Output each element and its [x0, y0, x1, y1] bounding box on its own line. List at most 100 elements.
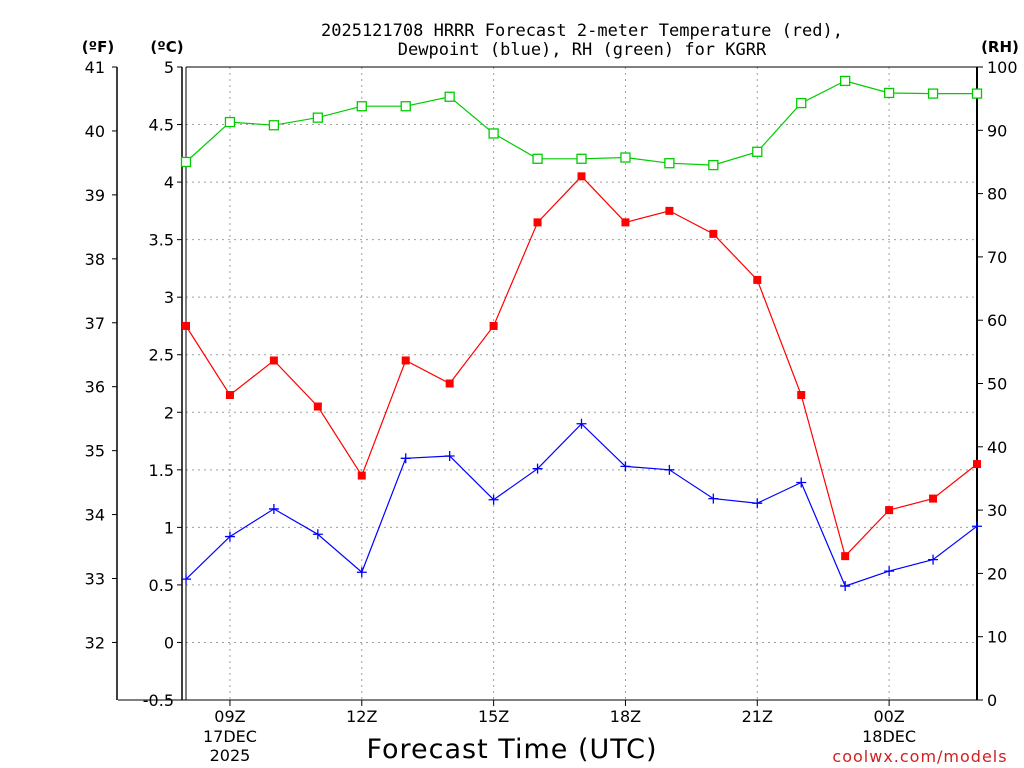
dewpoint-point — [708, 493, 719, 504]
temperature-point — [445, 379, 454, 388]
temperature-point — [269, 356, 278, 365]
rh-axis-ticks: 0 10 20 30 40 50 60 70 80 90 100 — [977, 58, 1018, 710]
axes — [116, 66, 978, 701]
celsius-tick-label: 0.5 — [149, 576, 174, 595]
rh-point — [883, 87, 895, 99]
dewpoint-point — [532, 463, 543, 474]
dewpoint-point — [400, 453, 411, 464]
rh-point — [356, 101, 367, 112]
temperature-point — [665, 206, 674, 215]
dewpoint-point — [620, 461, 631, 472]
fahrenheit-tick-label: 40 — [85, 122, 105, 141]
dewpoint-point — [181, 574, 191, 585]
temperature-point — [182, 321, 190, 330]
data-series — [180, 75, 983, 592]
rh-tick-label: 10 — [987, 628, 1007, 647]
dewpoint-line — [185, 422, 978, 587]
time-tick-date: 17DEC — [203, 727, 257, 746]
celsius-axis-ticks: -0.5 0 0.5 1 1.5 2 2.5 3 3.5 4 4.5 5 — [143, 58, 182, 710]
fahrenheit-unit-label: (ºF) — [82, 38, 114, 56]
temperature-point — [357, 471, 366, 480]
rh-tick-label: 20 — [987, 564, 1007, 583]
dewpoint-point — [796, 477, 807, 488]
time-tick-label: 15Z — [478, 707, 509, 726]
rh-line — [185, 80, 977, 166]
celsius-tick-label: 0 — [164, 633, 174, 652]
dewpoint-point — [928, 554, 939, 565]
rh-point — [444, 91, 455, 102]
temperature-point — [753, 275, 762, 284]
celsius-tick-label: 1 — [164, 518, 174, 537]
rh-tick-label: 40 — [987, 438, 1007, 457]
celsius-tick-label: 2 — [164, 403, 174, 422]
temperature-point — [489, 321, 498, 330]
temperature-point — [313, 402, 322, 411]
celsius-tick-label: 5 — [164, 58, 174, 77]
rh-point — [708, 159, 719, 171]
temperature-point — [577, 172, 586, 181]
rh-tick-label: 0 — [987, 691, 997, 710]
rh-point — [971, 88, 983, 99]
celsius-tick-label: -0.5 — [143, 691, 174, 710]
temperature-point — [929, 494, 938, 503]
fahrenheit-tick-label: 37 — [85, 314, 105, 333]
rh-point — [488, 128, 499, 139]
rh-tick-label: 90 — [987, 121, 1007, 140]
time-tick-label: 12Z — [346, 707, 377, 726]
dewpoint-point — [444, 451, 455, 462]
dewpoint-point — [972, 521, 982, 532]
rh-point — [576, 153, 587, 164]
time-tick-label: 00Z — [873, 707, 904, 726]
time-tick-label: 18Z — [610, 707, 641, 726]
dewpoint-point — [840, 581, 851, 592]
rh-point — [180, 156, 192, 168]
fahrenheit-tick-label: 32 — [85, 633, 105, 652]
rh-tick-label: 80 — [987, 185, 1007, 204]
rh-point — [752, 146, 763, 157]
dewpoint-point — [884, 566, 895, 577]
rh-unit-label: (RH) — [981, 38, 1019, 56]
rh-point — [312, 112, 323, 123]
rh-point — [224, 116, 236, 128]
fahrenheit-axis-ticks: 32 33 34 35 36 37 38 39 40 41 — [85, 58, 117, 652]
temperature-point — [401, 356, 410, 365]
celsius-unit-label: (ºC) — [150, 38, 183, 56]
chart-title-line1: 2025121708 HRRR Forecast 2-meter Tempera… — [321, 21, 843, 41]
temperature-point — [709, 229, 718, 238]
dewpoint-point — [576, 418, 587, 429]
rh-tick-label: 70 — [987, 248, 1007, 267]
rh-point — [840, 75, 851, 87]
fahrenheit-tick-label: 41 — [85, 58, 105, 77]
dewpoint-point — [752, 498, 763, 509]
rh-tick-label: 30 — [987, 501, 1007, 520]
rh-point — [268, 120, 280, 131]
rh-tick-label: 60 — [987, 311, 1007, 330]
dewpoint-point — [224, 531, 235, 542]
dewpoint-point — [312, 529, 323, 540]
temperature-point — [621, 218, 630, 227]
rh-point — [796, 97, 807, 109]
temperature-point — [841, 552, 850, 561]
rh-point — [532, 153, 543, 164]
rh-tick-label: 50 — [987, 375, 1007, 394]
time-tick-year: 2025 — [210, 746, 251, 765]
dewpoint-point — [268, 503, 279, 514]
temperature-point — [797, 391, 806, 400]
time-tick-label: 09Z — [214, 707, 245, 726]
celsius-tick-label: 1.5 — [149, 461, 174, 480]
dewpoint-point — [356, 567, 367, 578]
x-axis-label: Forecast Time (UTC) — [366, 734, 657, 765]
celsius-tick-label: 2.5 — [149, 346, 174, 365]
temperature-point — [533, 218, 542, 227]
fahrenheit-tick-label: 33 — [85, 570, 105, 589]
fahrenheit-tick-label: 35 — [85, 442, 105, 461]
celsius-tick-label: 3.5 — [149, 231, 174, 250]
rh-tick-label: 100 — [987, 58, 1018, 77]
rh-point — [620, 152, 631, 163]
rh-point — [664, 158, 675, 169]
celsius-tick-label: 3 — [164, 288, 174, 307]
dewpoint-point — [664, 464, 675, 475]
time-tick-date: 18DEC — [862, 727, 916, 746]
